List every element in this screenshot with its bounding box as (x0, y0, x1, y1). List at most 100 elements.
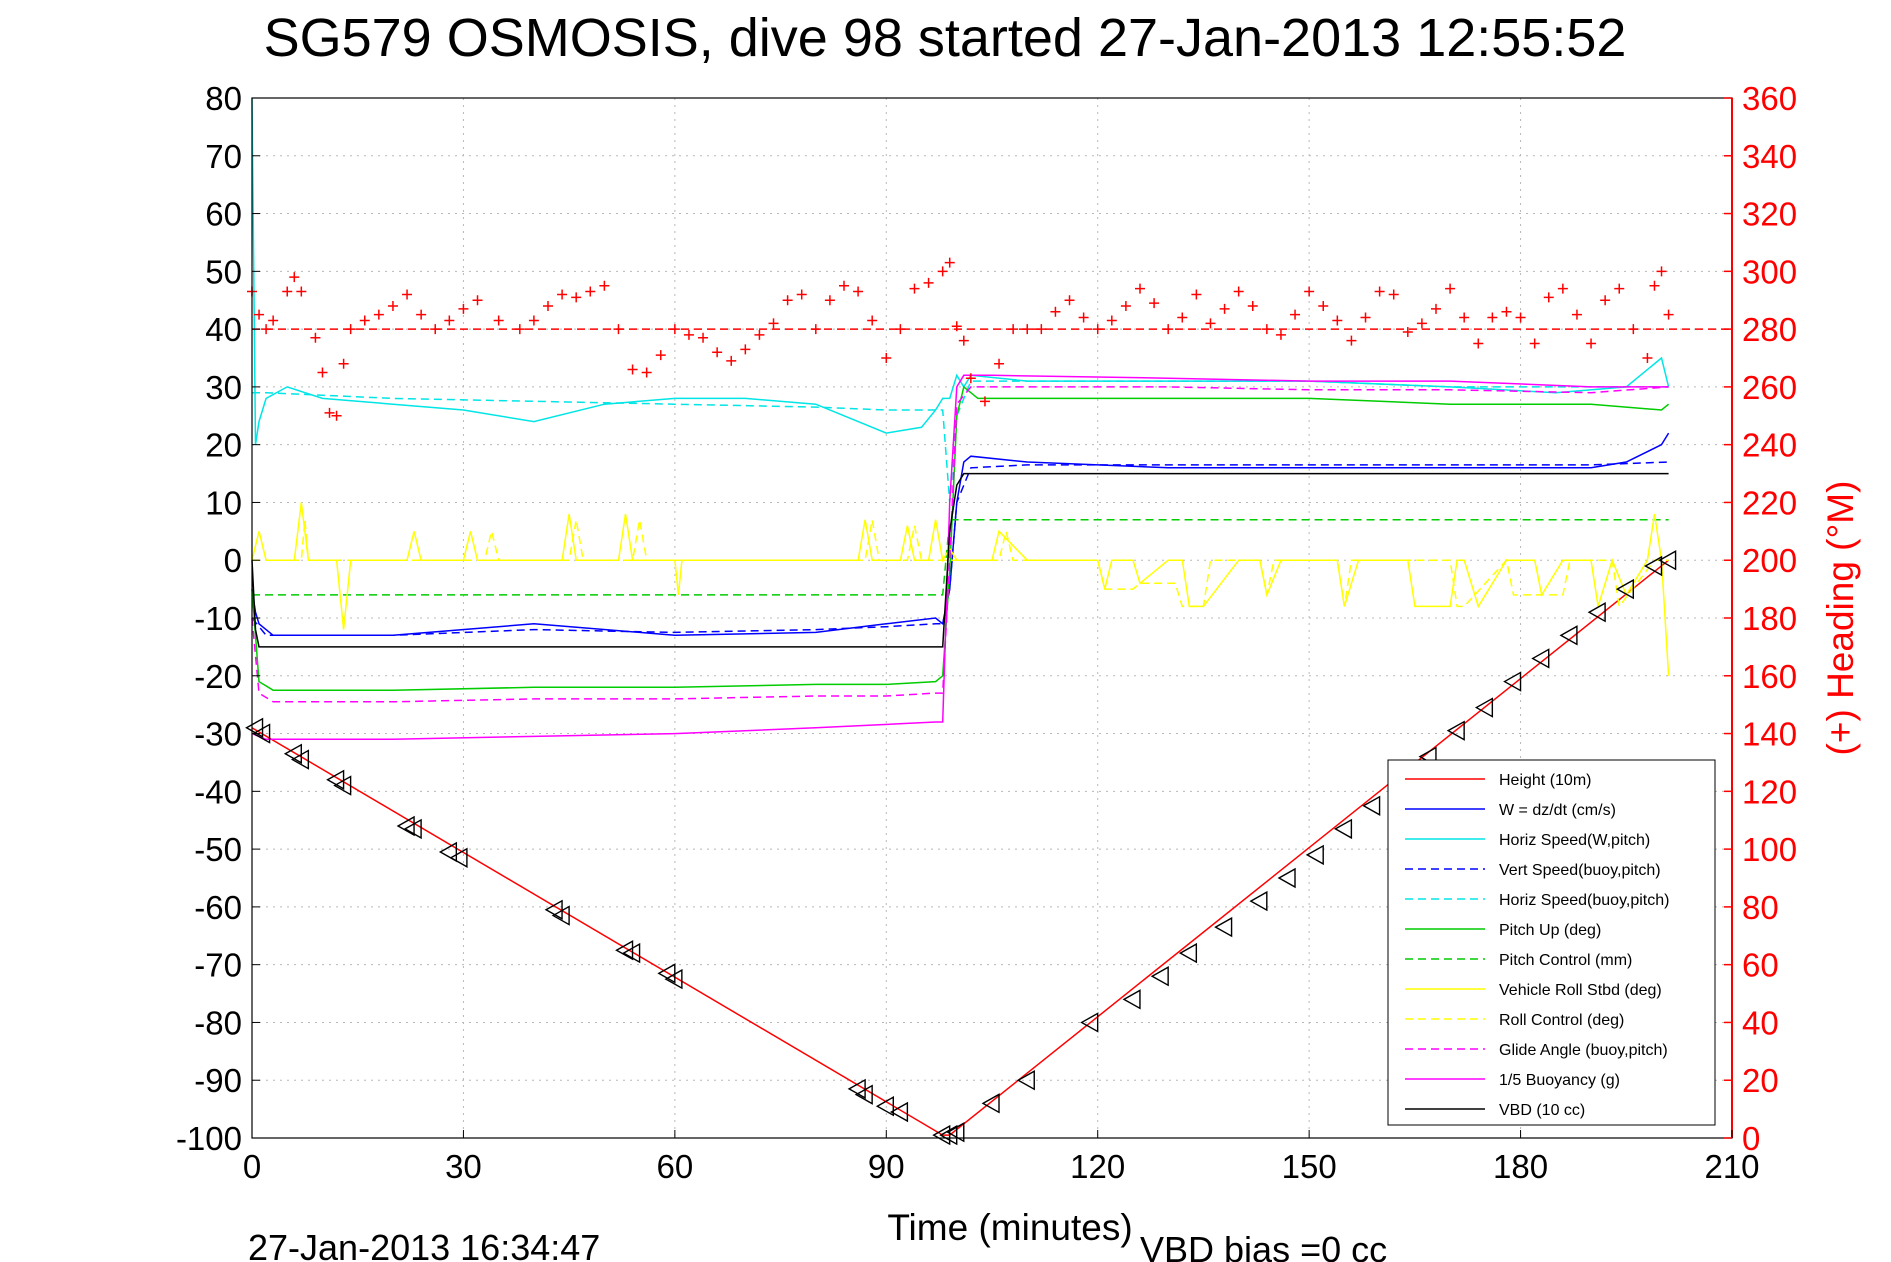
series-lines (251, 97, 1670, 1136)
y-tick-label-right: 0 (1742, 1120, 1760, 1157)
depth-marker (403, 818, 422, 840)
y-tick-label-right: 180 (1742, 600, 1797, 637)
heading-point (867, 315, 878, 326)
heading-point (373, 309, 384, 320)
heading-point (1346, 335, 1357, 346)
x-tick-label: 120 (1070, 1148, 1125, 1185)
depth-marker (1333, 818, 1353, 840)
depth-marker (981, 1093, 1000, 1114)
heading-point (641, 367, 652, 378)
legend-label: Vert Speed(buoy,pitch) (1499, 862, 1661, 879)
heading-point (683, 329, 694, 340)
y-tick-label-left: 20 (205, 427, 242, 464)
y-tick-label-left: -90 (194, 1062, 242, 1099)
heading-point (331, 410, 342, 421)
heading-point (698, 332, 709, 343)
depth-marker (875, 1096, 894, 1117)
heading-point (1318, 301, 1329, 311)
heading-point (1431, 303, 1441, 314)
heading-point (317, 367, 328, 378)
heading-point (345, 324, 356, 335)
legend-label: Horiz Speed(buoy,pitch) (1499, 892, 1669, 909)
heading-point (1571, 309, 1582, 320)
heading-point (324, 407, 335, 418)
depth-marker (854, 1084, 873, 1105)
depth-marker (1531, 648, 1550, 669)
heading-point (768, 318, 779, 329)
y-tick-label-right: 60 (1742, 947, 1779, 984)
y-tick-label-right: 140 (1742, 716, 1797, 753)
depth-marker (932, 1124, 951, 1146)
legend-label: W = dz/dt (cm/s) (1499, 802, 1616, 819)
heading-point (754, 329, 765, 340)
heading-point (1261, 324, 1272, 335)
depth-marker (939, 1124, 958, 1146)
heading-point (1614, 283, 1625, 294)
depth-marker (1150, 966, 1169, 987)
depth-marker (1277, 867, 1296, 889)
heading-point (430, 324, 441, 335)
timestamp-footer: 27-Jan-2013 16:34:47 (248, 1227, 600, 1262)
heading-point (1304, 286, 1315, 297)
y-tick-label-right: 160 (1742, 658, 1797, 695)
y-tick-label-left: -80 (194, 1004, 242, 1041)
right-axis-label: (+) Heading (°M) (1820, 481, 1861, 756)
heading-point (1487, 312, 1498, 323)
heading-point (268, 315, 279, 326)
heading-point (824, 295, 835, 306)
heading-point (1543, 292, 1554, 303)
heading-point (951, 321, 962, 332)
depth-marker (946, 1122, 965, 1143)
heading-point (1656, 266, 1667, 277)
heading-point (571, 292, 582, 303)
heading-point (472, 295, 483, 306)
heading-point (444, 315, 455, 326)
heading-point (627, 364, 638, 375)
heading-point (1416, 318, 1427, 329)
heading-point (1360, 312, 1371, 323)
depth-marker (664, 968, 683, 990)
y-tick-label-left: -70 (194, 947, 242, 984)
depth-marker (438, 841, 458, 863)
heading-point (359, 315, 370, 326)
heading-point (994, 358, 1005, 369)
heading-point (1050, 306, 1061, 317)
heading-point (1247, 301, 1258, 311)
heading-point (1064, 295, 1075, 306)
legend-label: Roll Control (deg) (1499, 1012, 1624, 1029)
heading-point (1219, 303, 1230, 314)
heading-point (528, 315, 539, 326)
heading-point (261, 324, 272, 335)
depth-marker (1305, 844, 1324, 866)
y-tick-label-left: 60 (205, 196, 242, 233)
y-tick-label-right: 340 (1742, 138, 1797, 175)
x-tick-label: 90 (868, 1148, 905, 1185)
y-tick-label-left: -10 (194, 600, 242, 637)
heading-point (1459, 312, 1470, 323)
heading-point (254, 309, 265, 320)
heading-point (1445, 283, 1456, 294)
depth-marker (1016, 1070, 1035, 1091)
x-tick-label: 60 (656, 1148, 693, 1185)
y-tick-label-left: -30 (194, 716, 242, 753)
vbd-bias-footer: VBD bias =0 cc (1140, 1229, 1387, 1262)
y-tick-label-right: 320 (1742, 196, 1797, 233)
heading-point (853, 286, 864, 297)
depth-marker (1214, 916, 1233, 938)
heading-point (338, 358, 349, 369)
heading-point (1663, 309, 1674, 320)
x-axis-label: Time (minutes) (887, 1207, 1132, 1248)
y-tick-label-left: 70 (205, 138, 242, 175)
series-line-1 (251, 432, 1670, 637)
heading-point (1008, 324, 1019, 335)
heading-point (387, 301, 398, 311)
heading-point (1205, 318, 1216, 329)
heading-point (895, 324, 906, 335)
y-tick-label-left: -50 (194, 831, 242, 868)
heading-point (1078, 312, 1089, 323)
legend-label: Horiz Speed(W,pitch) (1499, 832, 1650, 849)
heading-point (1557, 283, 1568, 294)
depth-marker (1249, 890, 1268, 912)
y-tick-label-right: 260 (1742, 369, 1797, 406)
